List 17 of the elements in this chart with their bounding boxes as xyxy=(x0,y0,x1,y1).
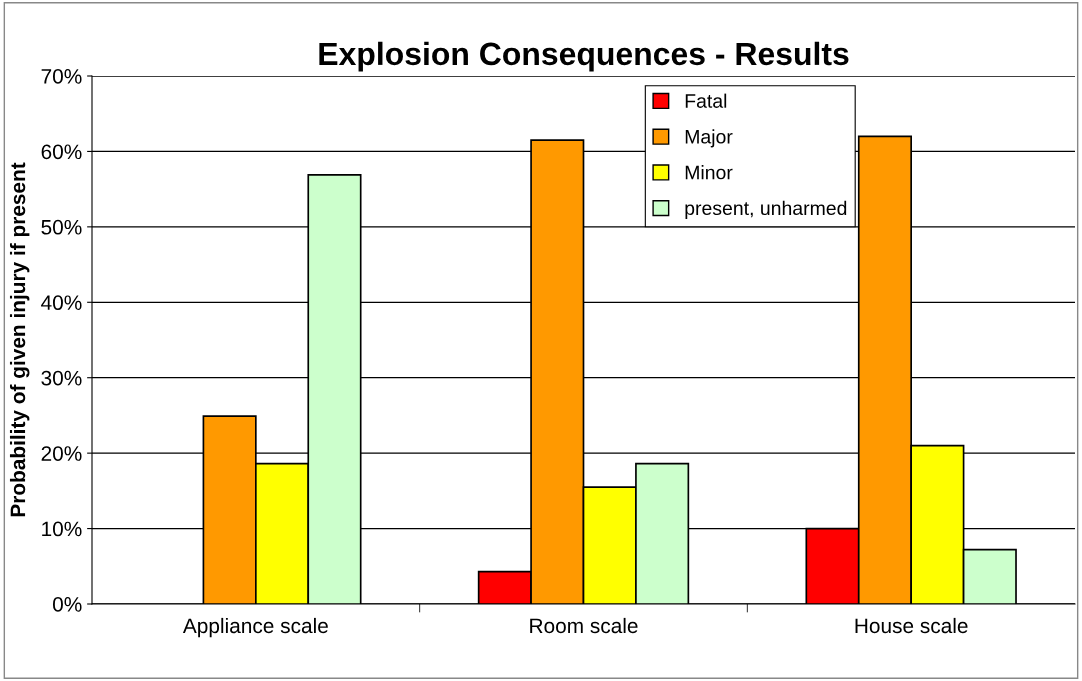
y-tick-label: 20% xyxy=(41,446,82,461)
x-tick-label: Room scale xyxy=(530,617,638,634)
legend-label: present, unharmed xyxy=(685,200,847,219)
y-tick-label: 0% xyxy=(52,597,82,612)
y-tick-label: 70% xyxy=(41,69,82,84)
y-axis-title: Probability of given injury if present xyxy=(9,162,30,517)
chart-title: Explosion Consequences - Results xyxy=(319,41,849,72)
y-tick-label: 50% xyxy=(41,219,82,235)
y-tick-label: 10% xyxy=(42,521,82,537)
y-tick-label: 60% xyxy=(41,144,82,160)
legend-label: Fatal xyxy=(685,93,727,108)
y-tick-label: 30% xyxy=(41,370,82,386)
legend-label: Major xyxy=(685,129,733,148)
y-tick-label: 40% xyxy=(41,295,82,311)
legend-label: Minor xyxy=(685,165,733,180)
x-tick-label: Appliance scale xyxy=(182,617,328,638)
x-tick-label: House scale xyxy=(855,617,968,634)
